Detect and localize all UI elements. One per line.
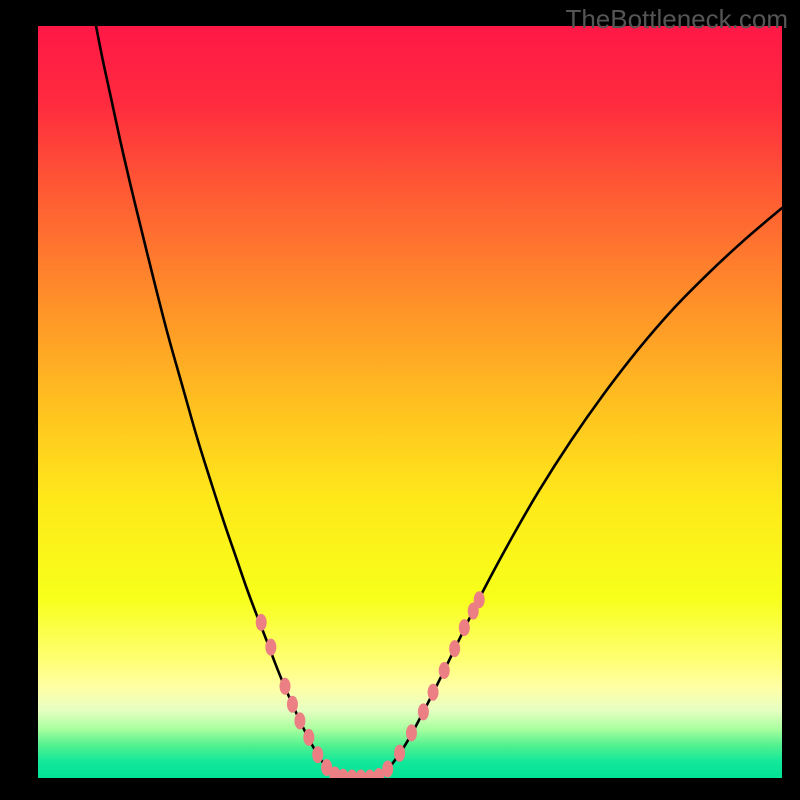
plot-area — [38, 26, 782, 778]
watermark-text: TheBottleneck.com — [565, 4, 788, 35]
plot-svg — [38, 26, 782, 778]
marker-dot — [418, 703, 429, 720]
gradient-background — [38, 26, 782, 778]
marker-dot — [474, 591, 485, 608]
marker-dot — [312, 746, 323, 763]
marker-dot — [394, 745, 405, 762]
marker-dot — [382, 760, 393, 777]
marker-dot — [459, 619, 470, 636]
marker-dot — [287, 696, 298, 713]
marker-dot — [449, 640, 460, 657]
chart-root: TheBottleneck.com — [0, 0, 800, 800]
marker-dot — [428, 684, 439, 701]
marker-dot — [256, 614, 267, 631]
marker-dot — [406, 724, 417, 741]
marker-dot — [303, 729, 314, 746]
marker-dot — [439, 662, 450, 679]
marker-dot — [294, 712, 305, 729]
marker-dot — [265, 639, 276, 656]
marker-dot — [280, 678, 291, 695]
